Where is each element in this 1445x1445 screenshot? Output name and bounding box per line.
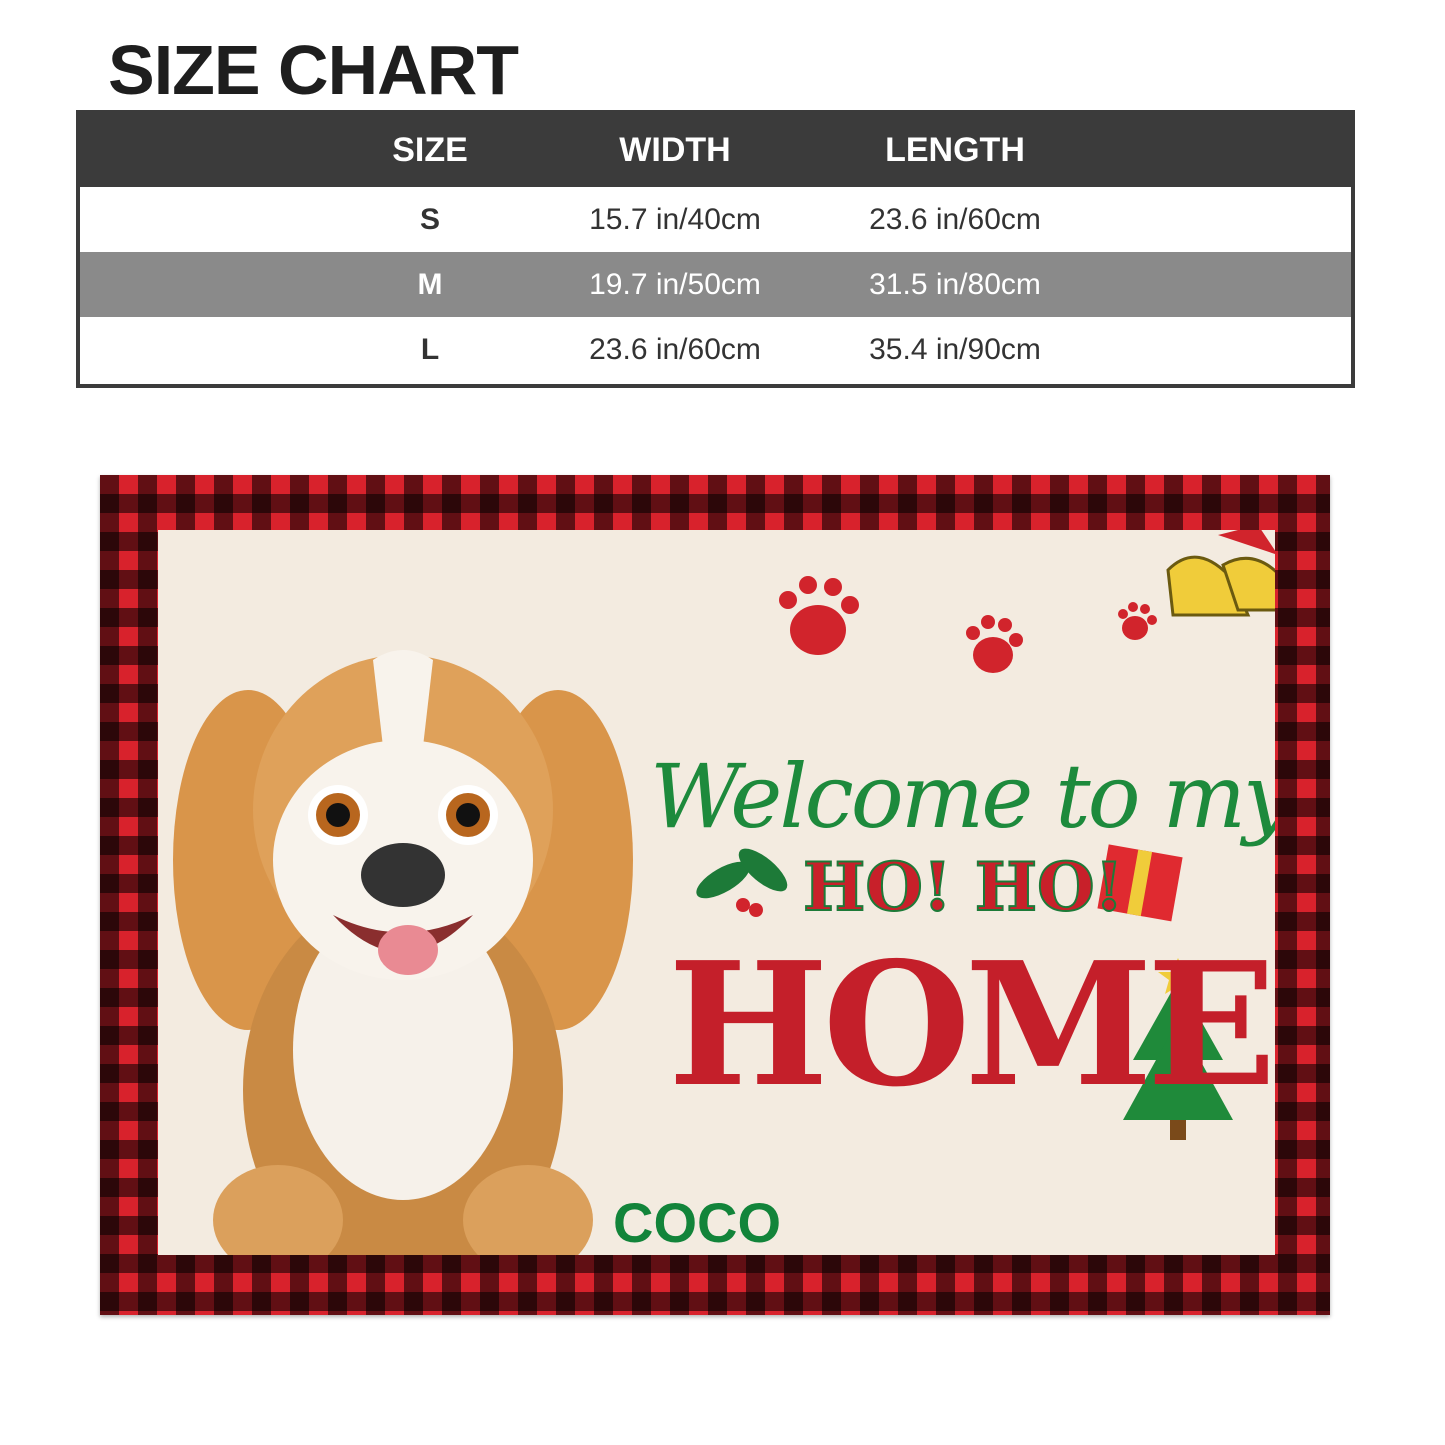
cell-length: 31.5 in/80cm bbox=[869, 267, 1041, 301]
table-row: S 15.7 in/40cm 23.6 in/60cm bbox=[80, 187, 1351, 252]
ho-ho-text: HO! HO! bbox=[802, 847, 1125, 927]
size-chart-title: SIZE CHART bbox=[108, 31, 519, 109]
decorations bbox=[696, 530, 1275, 1140]
table-row: L 23.6 in/60cm 35.4 in/90cm bbox=[80, 317, 1351, 382]
cell-width: 23.6 in/60cm bbox=[589, 332, 761, 366]
welcome-text: Welcome to my bbox=[650, 745, 1275, 848]
bells-icon bbox=[1166, 530, 1275, 617]
header-width: WIDTH bbox=[619, 131, 731, 169]
gift-icon bbox=[1097, 844, 1183, 922]
holly-icon bbox=[696, 848, 788, 917]
home-text: HOME bbox=[668, 925, 1275, 1125]
cell-width: 19.7 in/50cm bbox=[589, 267, 761, 301]
table-header: SIZE WIDTH LENGTH bbox=[80, 114, 1351, 187]
cell-length: 23.6 in/60cm bbox=[869, 202, 1041, 236]
cell-size: M bbox=[417, 267, 443, 301]
cell-size: L bbox=[420, 332, 440, 366]
cell-size: S bbox=[419, 202, 440, 236]
paw-print-icon bbox=[779, 576, 859, 655]
cell-length: 35.4 in/90cm bbox=[869, 332, 1041, 366]
mat-center: Welcome to my HO! HO! HOME COCO bbox=[158, 530, 1275, 1255]
size-table: SIZE WIDTH LENGTH S 15.7 in/40cm 23.6 in… bbox=[76, 110, 1355, 388]
paw-print-icon bbox=[966, 615, 1023, 673]
paw-print-icon bbox=[1118, 602, 1157, 640]
dog-illustration bbox=[173, 650, 633, 1255]
header-size: SIZE bbox=[392, 131, 468, 169]
cell-width: 15.7 in/40cm bbox=[589, 202, 761, 236]
doormat-preview: Welcome to my HO! HO! HOME COCO bbox=[100, 475, 1330, 1315]
pet-name: COCO bbox=[613, 1191, 781, 1254]
christmas-tree-icon bbox=[1123, 958, 1233, 1140]
header-length: LENGTH bbox=[885, 131, 1025, 169]
table-row: M 19.7 in/50cm 31.5 in/80cm bbox=[80, 252, 1351, 317]
